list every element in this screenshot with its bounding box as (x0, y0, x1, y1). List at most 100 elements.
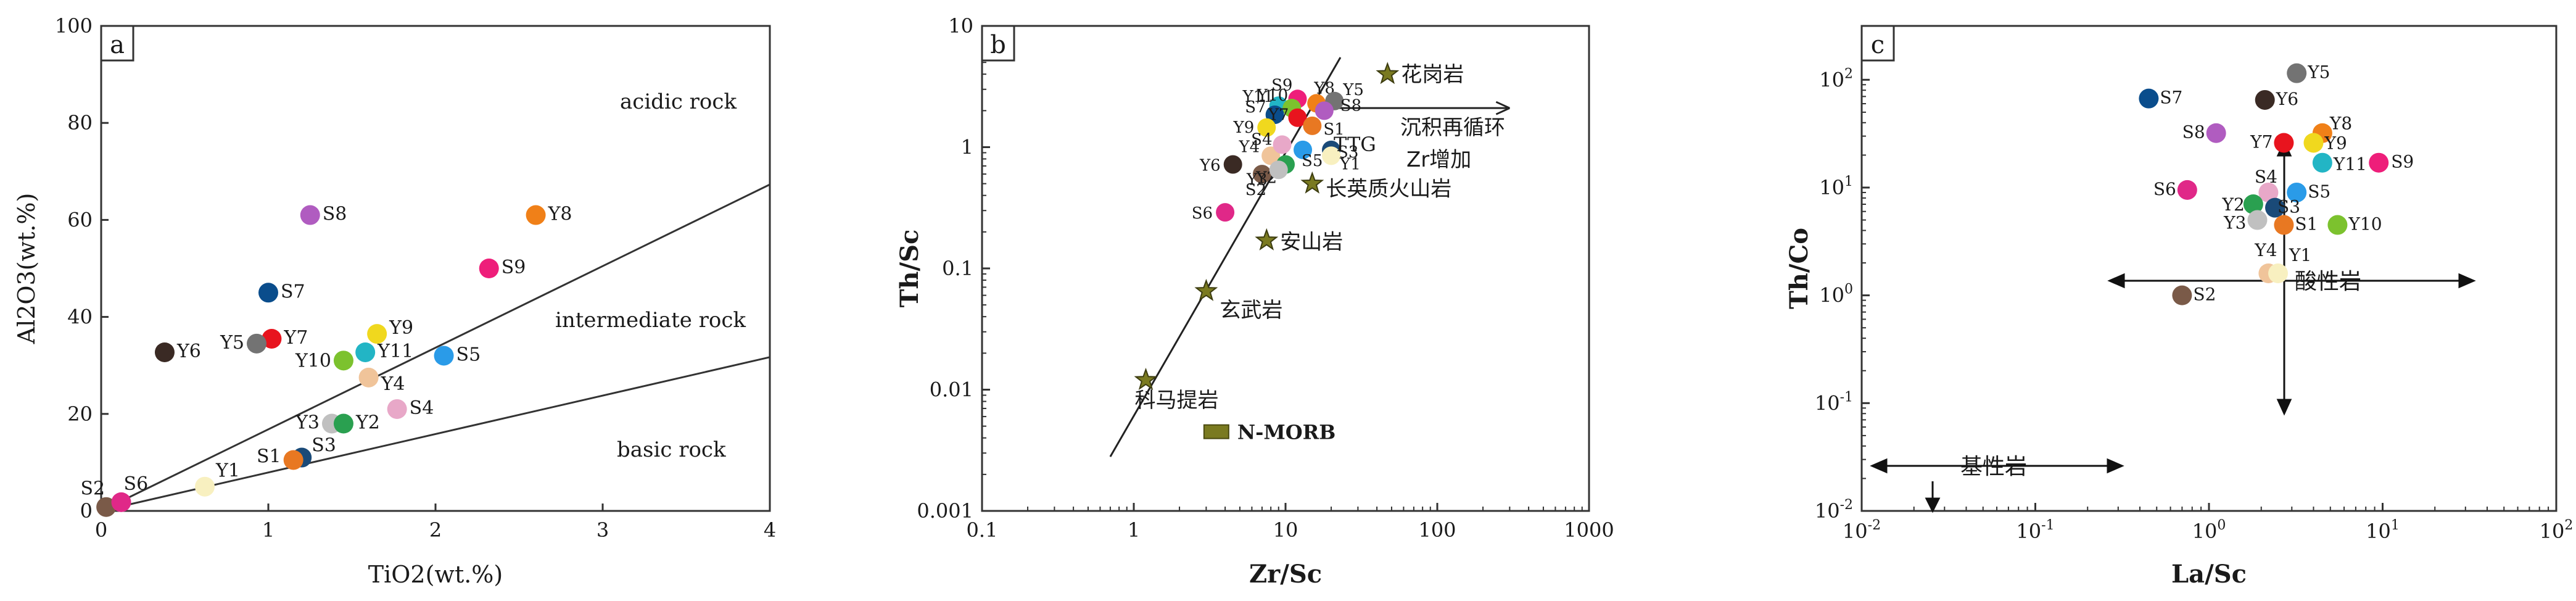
x-tick-label-b: 100 (1418, 518, 1456, 542)
point-label-s9: S9 (2391, 152, 2414, 172)
y-tick-label-b: 0.1 (942, 257, 973, 280)
point-label-s7: S7 (2160, 88, 2182, 108)
y-tick-label-c: 102 (1819, 66, 1853, 91)
y-tick-label-b: 0.01 (930, 378, 973, 402)
point-label-y1: Y1 (215, 460, 240, 482)
point-label-s5: S5 (2308, 181, 2330, 202)
reference-star-label: 科马提岩 (1134, 388, 1218, 413)
data-point-s1 (284, 450, 303, 470)
point-label-y6: Y6 (1199, 157, 1221, 175)
data-point-y3 (1269, 160, 1288, 179)
data-point-s6 (2178, 180, 2197, 200)
point-label-y2: Y2 (2222, 194, 2245, 215)
data-point-y9 (2303, 133, 2323, 152)
reference-star-marker (1136, 370, 1155, 389)
data-point-s2 (2172, 286, 2192, 305)
x-axis-label-c: La/Sc (2171, 560, 2247, 589)
data-point-y1 (2268, 263, 2288, 283)
point-label-y8: Y8 (2329, 114, 2352, 134)
y-tick-label-a: 20 (67, 402, 93, 426)
y-tick-label-b: 10 (948, 14, 973, 38)
point-label-s9: S9 (502, 257, 526, 278)
point-label-y7: Y7 (283, 327, 308, 349)
x-tick-label-b: 10 (1273, 518, 1298, 542)
data-point-s1 (2274, 215, 2293, 235)
point-label-y11: Y11 (377, 341, 413, 362)
y-axis-label-b: Th/Sc (895, 230, 924, 308)
data-point-y2 (334, 414, 353, 434)
data-point-y3 (2247, 210, 2267, 230)
data-point-y11 (2313, 153, 2332, 173)
point-label-s6: S6 (2153, 179, 2176, 199)
point-label-s2: S2 (2193, 284, 2216, 305)
n-morb-label: N-MORB (1237, 421, 1335, 444)
ttg-label: TTG (1334, 133, 1376, 156)
x-tick-label-b: 1000 (1564, 518, 1614, 542)
basic-rock-label: 基性岩 (1960, 454, 2027, 479)
point-label-s5: S5 (1302, 152, 1323, 170)
data-point-s7 (2139, 89, 2158, 109)
y-tick-label-c: 100 (1819, 282, 1853, 307)
point-label-y4: Y4 (381, 373, 405, 395)
reference-star-label: 长英质火山岩 (1326, 177, 1451, 202)
point-label-y2: Y2 (355, 412, 380, 434)
figure: 0 1 2 3 4020406080100 S8 Y8S9S7Y7Y5Y6Y9Y11Y10… (0, 0, 2576, 601)
reference-star-label: 玄武岩 (1220, 298, 1282, 323)
y-tick-label-a: 60 (67, 208, 93, 231)
data-point-y6 (155, 342, 175, 362)
zr-increase-label: Zr增加 (1406, 147, 1471, 172)
data-point-y10 (334, 350, 353, 370)
x-tick-label-c: 10-2 (1843, 518, 1881, 543)
data-point-s9 (2369, 153, 2388, 173)
data-point-s9 (479, 259, 499, 278)
point-label-s4: S4 (1251, 130, 1272, 149)
point-label-y6: Y6 (176, 341, 201, 362)
acidic-arrow-right-head (2459, 275, 2474, 287)
acidic-arrow-down-head (2278, 400, 2290, 413)
basic-arrow-right-head (2108, 460, 2122, 472)
data-point-y8 (526, 205, 546, 225)
x-tick-label-c: 100 (2192, 518, 2226, 543)
data-point-y1 (195, 477, 215, 497)
point-label-s1: S1 (2295, 214, 2318, 234)
data-point-s1 (1303, 117, 1321, 135)
acidic-rock-label: 酸性岩 (2295, 269, 2361, 294)
x-tick-label-a: 1 (262, 518, 275, 542)
x-tick-label-a: 2 (429, 518, 442, 542)
point-label-y7: Y7 (2250, 131, 2273, 152)
x-tick-label-c: 101 (2366, 518, 2400, 543)
x-tick-label-a: 0 (95, 518, 107, 542)
panel-b: 0.1 1 10 100 10000.0010.010.1110 N-MORB 花岗岩长… (895, 14, 1614, 589)
region-label-acidic: acidic rock (620, 89, 737, 114)
x-axis-label-a: TiO2(wt.%) (368, 561, 503, 588)
y-axis-label-c: Th/Co (1785, 228, 1814, 309)
point-label-y11: Y11 (2333, 154, 2367, 175)
data-point-s7 (258, 283, 278, 302)
point-label-s4: S4 (2255, 167, 2277, 187)
y-axis-label-a: Al2O3(wt.%) (13, 193, 40, 345)
region-label-basic: basic rock (617, 437, 726, 462)
point-label-y10: Y10 (295, 350, 331, 371)
data-point-y11 (355, 342, 375, 362)
panel-b-letter: b (990, 31, 1006, 59)
panel-a-letter: a (110, 31, 125, 59)
point-label-s8: S8 (1340, 96, 1361, 115)
y-tick-label-a: 100 (55, 14, 93, 38)
x-tick-label-b: 1 (1128, 518, 1140, 542)
point-label-s7: S7 (281, 281, 305, 302)
region-label-intermediate: intermediate rock (555, 308, 746, 333)
basic-arrow-left-head (1872, 460, 1886, 472)
point-label-y10: Y10 (2348, 214, 2382, 234)
y-tick-label-b: 1 (961, 136, 973, 159)
point-label-y5: Y5 (2307, 62, 2330, 83)
panel-c-letter: c (1871, 31, 1885, 59)
point-label-y5: Y5 (220, 332, 244, 354)
data-point-y5 (2287, 64, 2306, 83)
x-tick-label-c: 10-1 (2016, 518, 2054, 543)
basic-arrow-down-head (1926, 499, 1939, 511)
point-label-y1: Y1 (1339, 155, 1361, 173)
data-point-y6 (2255, 90, 2275, 110)
data-point-s4 (1273, 135, 1292, 154)
point-label-y3: Y3 (295, 412, 320, 434)
